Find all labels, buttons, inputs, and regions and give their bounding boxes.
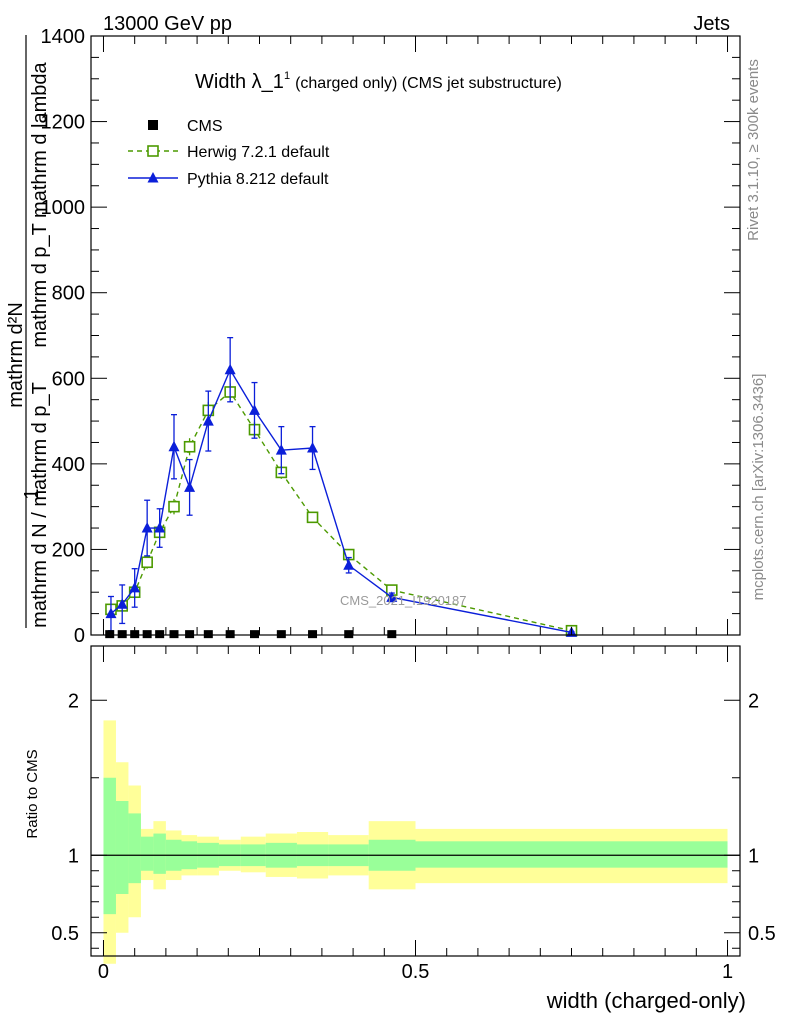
pythia-point [202,415,214,426]
cms-point [203,630,213,639]
legend-label: Pythia 8.212 default [187,171,329,188]
pythia-point [141,522,153,533]
cms-point [249,630,259,639]
cms-point [105,630,115,639]
herwig-point [168,500,180,513]
header-right-label: Jets [693,13,730,35]
y-tick-label: 800 [52,283,85,305]
cms-point [117,630,127,639]
analysis-watermark: CMS_2021_I1920187 [340,593,467,608]
y-tick-label: 1200 [41,112,86,134]
herwig-point [141,556,153,569]
rivet-label: Rivet 3.1.10, ≥ 300k events [745,59,762,241]
herwig-point [183,440,196,453]
pythia-point [307,442,319,453]
y-axis-label-denominator: mathrm d N / mathrm d p_T [29,382,51,628]
legend-pythia-marker [147,172,159,183]
ratio-band-inner [103,777,116,915]
ratio-plot-area [91,720,740,964]
ratio-band-inner [128,813,141,884]
cms-point [387,630,397,639]
pythia-point [184,481,196,492]
y-axis-label-numerator: mathrm d²N [5,302,27,408]
y-axis-label: 1 mathrm d²N mathrm d N / mathrm d p_T m… [5,35,51,628]
legend-item-cms: CMS [148,118,223,135]
ratio-band-inner [153,833,166,874]
svg-text:Width λ_11(charged only) (CMS: Width λ_11 (charged only) (CMS jet substr… [195,70,562,93]
pythia-point [386,591,398,602]
pythia-point [116,598,128,609]
pythia-point [248,404,260,415]
title-main: Width λ_1 [195,71,284,93]
ratio-band-inner [140,836,154,871]
pythia-point [168,440,180,452]
title-rest: (charged only) (CMS jet substructure) [295,75,562,92]
x-tick-label: 1 [722,961,733,983]
ratio-y-tick-label-right: 0.5 [748,923,776,945]
legend-label: CMS [187,118,223,135]
x-tick-label: 0 [98,961,109,983]
legend: CMS Herwig 7.2.1 default Pythia 8.212 defa… [128,118,330,188]
cms-point [344,630,354,639]
ratio-band-inner [115,801,129,894]
y-axis-label-subtitle: mathrm d p_T mathrm d lambda [29,61,51,347]
mcplots-label: mcplots.cern.ch [arXiv:1306.3436] [750,374,767,601]
header-left-label: 13000 GeV pp [103,13,232,35]
ratio-y-tick-label: 2 [68,690,79,712]
y-tick-label: 200 [52,539,85,561]
y-axis-label-top: 1 [21,488,43,499]
legend-herwig-marker [147,145,159,157]
cms-point [169,630,179,639]
pythia-point [343,559,355,570]
cms-point [308,630,318,639]
legend-cms-marker [148,120,158,130]
legend-item-pythia: Pythia 8.212 default [128,171,329,188]
pythia-point [154,522,166,533]
pythia-point [224,363,236,375]
x-tick-label: 0.5 [402,961,430,983]
ratio-plot-frame: 0.5 0.5 1 1 2 2 0 0.5 1 [51,645,776,983]
ratio-band-inner [415,841,728,868]
title-superscript: 1 [284,70,290,82]
cms-point [185,630,195,639]
plot-title: Width λ_11 (charged only) (CMS jet substr… [195,70,562,93]
cms-point [155,630,165,639]
y-tick-label: 1400 [41,26,86,48]
cms-point [142,630,152,639]
y-tick-label: 0 [74,625,85,647]
ratio-y-tick-label-right: 1 [748,845,759,867]
ratio-frame-border [90,645,741,957]
pythia-point [105,607,117,619]
y-tick-label: 600 [52,368,85,390]
y-tick-label: 400 [52,454,85,476]
main-plot-frame: 0 200 400 600 800 1000 1200 1400 [41,26,741,647]
herwig-point [306,511,319,524]
cms-point [276,630,286,639]
ratio-y-axis-label: Ratio to CMS [24,749,41,838]
pythia-point [275,444,287,455]
legend-item-herwig: Herwig 7.2.1 default [128,144,330,161]
cms-point [225,630,235,639]
legend-label: Herwig 7.2.1 default [187,144,330,161]
x-axis-label: width (charged-only) [546,988,746,1013]
ratio-y-tick-label-right: 2 [748,690,759,712]
ratio-y-tick-label: 0.5 [51,923,79,945]
y-tick-label: 1000 [41,197,86,219]
ratio-y-tick-label: 1 [68,845,79,867]
pythia-point [129,581,141,593]
